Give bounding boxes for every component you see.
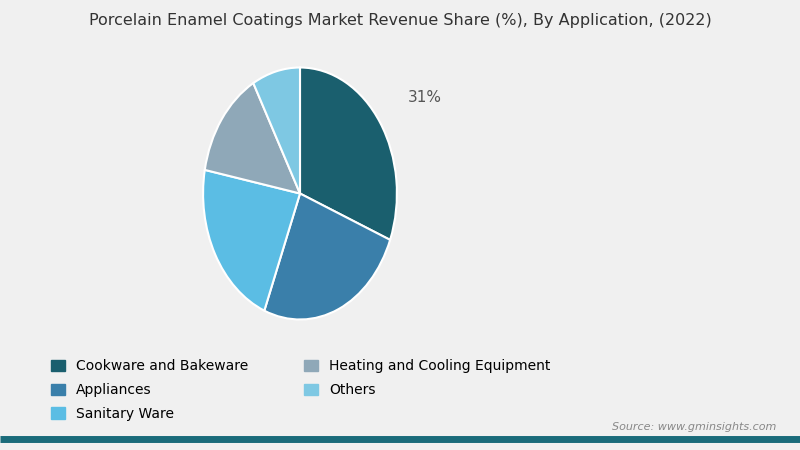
Text: Porcelain Enamel Coatings Market Revenue Share (%), By Application, (2022): Porcelain Enamel Coatings Market Revenue… — [89, 14, 711, 28]
Text: Source: www.gminsights.com: Source: www.gminsights.com — [612, 422, 776, 432]
Wedge shape — [264, 194, 390, 320]
Wedge shape — [205, 83, 300, 194]
Wedge shape — [203, 170, 300, 310]
Wedge shape — [300, 68, 397, 240]
Text: 31%: 31% — [408, 90, 442, 105]
Wedge shape — [254, 68, 300, 194]
Legend: Cookware and Bakeware, Appliances, Sanitary Ware, Heating and Cooling Equipment,: Cookware and Bakeware, Appliances, Sanit… — [47, 356, 554, 425]
